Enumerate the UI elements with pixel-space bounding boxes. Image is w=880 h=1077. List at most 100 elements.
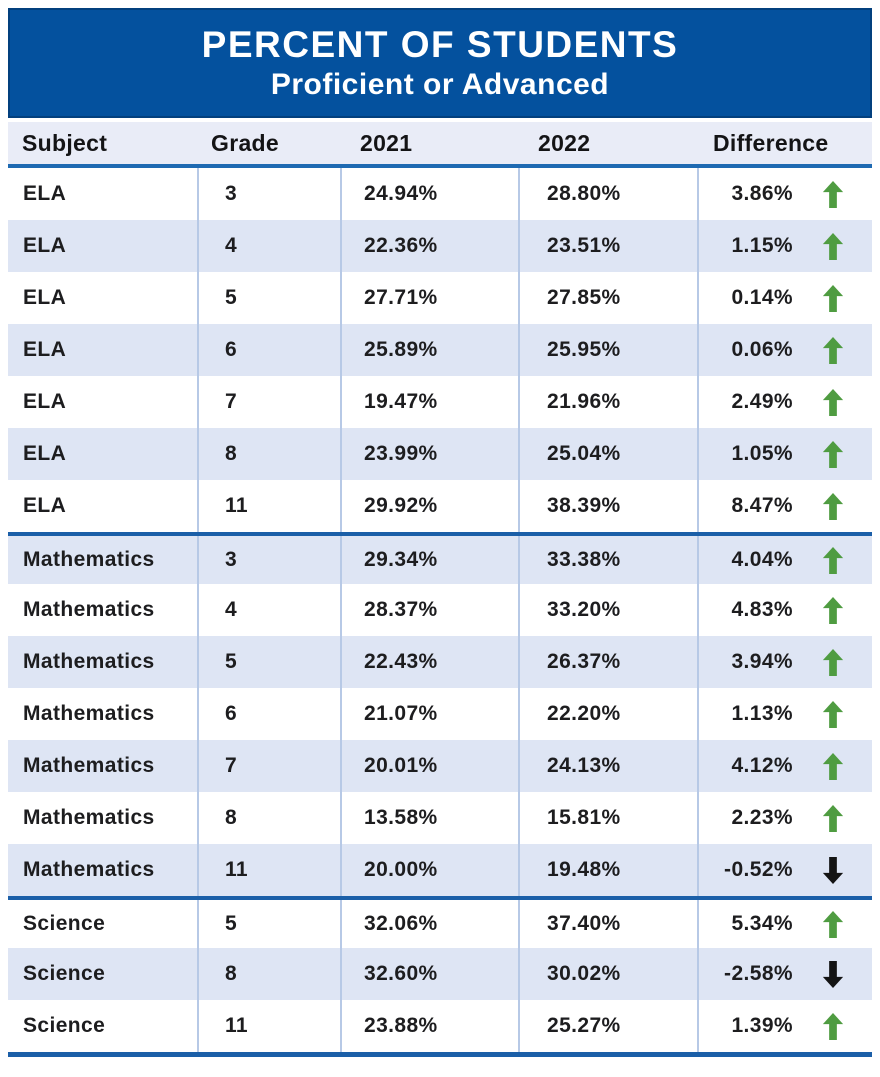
cell-difference: 2.23% — [697, 792, 872, 844]
cell-grade: 11 — [197, 480, 340, 532]
trend-arrow-icon — [793, 388, 872, 416]
trend-arrow-icon — [793, 546, 872, 574]
trend-up-arrow-icon — [822, 388, 843, 416]
difference-value: 8.47% — [731, 494, 793, 517]
trend-arrow-icon — [793, 284, 872, 312]
table-row: ELA 5 27.71% 27.85% 0.14% — [8, 272, 872, 324]
cell-2022: 23.51% — [518, 220, 697, 272]
table-row: ELA 6 25.89% 25.95% 0.06% — [8, 324, 872, 376]
trend-up-arrow-icon — [822, 752, 843, 780]
trend-up-arrow-icon — [822, 910, 843, 938]
table-row: Mathematics 8 13.58% 15.81% 2.23% — [8, 792, 872, 844]
trend-up-arrow-icon — [822, 804, 843, 832]
difference-value: 3.86% — [731, 182, 793, 205]
cell-2022: 30.02% — [518, 948, 697, 1000]
cell-2021: 23.99% — [340, 428, 518, 480]
cell-2021: 23.88% — [340, 1000, 518, 1052]
table-row: ELA 8 23.99% 25.04% 1.05% — [8, 428, 872, 480]
cell-difference: 1.05% — [697, 428, 872, 480]
cell-subject: Mathematics — [23, 548, 155, 571]
cell-2021: 20.00% — [340, 844, 518, 896]
trend-arrow-icon — [793, 1012, 872, 1040]
cell-2022: 37.40% — [518, 900, 697, 948]
trend-arrow-icon — [793, 910, 872, 938]
cell-difference: 3.86% — [697, 168, 872, 220]
cell-subject: Mathematics — [23, 702, 155, 725]
cell-difference: 2.49% — [697, 376, 872, 428]
cell-grade: 3 — [197, 168, 340, 220]
trend-arrow-icon — [793, 804, 872, 832]
cell-2021: 32.60% — [340, 948, 518, 1000]
cell-subject: ELA — [23, 390, 67, 413]
cell-subject: Science — [23, 962, 106, 985]
trend-arrow-icon — [793, 336, 872, 364]
table-row: Mathematics 7 20.01% 24.13% 4.12% — [8, 740, 872, 792]
difference-value: 0.14% — [731, 286, 793, 309]
proficiency-table-card: PERCENT OF STUDENTS Proficient or Advanc… — [8, 8, 872, 1057]
trend-up-arrow-icon — [822, 596, 843, 624]
trend-up-arrow-icon — [822, 180, 843, 208]
cell-grade: 3 — [197, 536, 340, 584]
cell-2021: 32.06% — [340, 900, 518, 948]
cell-grade: 8 — [197, 792, 340, 844]
trend-up-arrow-icon — [822, 284, 843, 312]
table-row: Science 5 32.06% 37.40% 5.34% — [8, 896, 872, 948]
cell-grade: 5 — [197, 900, 340, 948]
trend-arrow-icon — [793, 492, 872, 520]
cell-2022: 33.20% — [518, 584, 697, 636]
table-body: ELA 3 24.94% 28.80% 3.86% ELA 4 22.36% 2… — [8, 168, 872, 1057]
cell-difference: 0.14% — [697, 272, 872, 324]
cell-difference: 3.94% — [697, 636, 872, 688]
trend-down-arrow-icon — [822, 960, 843, 988]
trend-arrow-icon — [793, 440, 872, 468]
table-row: ELA 11 29.92% 38.39% 8.47% — [8, 480, 872, 532]
cell-subject: ELA — [23, 182, 67, 205]
title-line-1: PERCENT OF STUDENTS — [201, 24, 679, 65]
cell-grade: 7 — [197, 740, 340, 792]
trend-arrow-icon — [793, 752, 872, 780]
difference-value: 1.05% — [731, 442, 793, 465]
title-line-2: Proficient or Advanced — [270, 68, 610, 101]
difference-value: 0.06% — [731, 338, 793, 361]
cell-subject: ELA — [23, 286, 67, 309]
cell-2021: 19.47% — [340, 376, 518, 428]
cell-grade: 6 — [197, 688, 340, 740]
cell-2021: 13.58% — [340, 792, 518, 844]
cell-difference: 1.13% — [697, 688, 872, 740]
table-row: ELA 4 22.36% 23.51% 1.15% — [8, 220, 872, 272]
cell-grade: 7 — [197, 376, 340, 428]
difference-value: 1.15% — [731, 234, 793, 257]
cell-grade: 6 — [197, 324, 340, 376]
cell-difference: 4.12% — [697, 740, 872, 792]
cell-2022: 22.20% — [518, 688, 697, 740]
cell-subject: Mathematics — [23, 650, 155, 673]
cell-difference: 0.06% — [697, 324, 872, 376]
cell-subject: Mathematics — [23, 598, 155, 621]
table-row: Mathematics 5 22.43% 26.37% 3.94% — [8, 636, 872, 688]
cell-2022: 19.48% — [518, 844, 697, 896]
difference-value: 3.94% — [731, 650, 793, 673]
trend-down-arrow-icon — [822, 856, 843, 884]
cell-2021: 22.36% — [340, 220, 518, 272]
difference-value: 4.12% — [731, 754, 793, 777]
difference-value: 4.04% — [731, 548, 793, 571]
column-header-2022: 2022 — [538, 129, 591, 156]
cell-difference: -2.58% — [697, 948, 872, 1000]
column-header-subject: Subject — [22, 129, 108, 156]
column-header-row: Subject Grade 2021 2022 Difference — [8, 122, 872, 168]
trend-up-arrow-icon — [822, 1012, 843, 1040]
cell-subject: Mathematics — [23, 858, 155, 881]
trend-arrow-icon — [793, 856, 872, 884]
trend-up-arrow-icon — [822, 232, 843, 260]
cell-2022: 25.27% — [518, 1000, 697, 1052]
trend-arrow-icon — [793, 596, 872, 624]
trend-arrow-icon — [793, 232, 872, 260]
cell-2022: 28.80% — [518, 168, 697, 220]
column-header-2021: 2021 — [360, 129, 413, 156]
table-row: Mathematics 11 20.00% 19.48% -0.52% — [8, 844, 872, 896]
cell-grade: 5 — [197, 636, 340, 688]
table-row: ELA 3 24.94% 28.80% 3.86% — [8, 168, 872, 220]
trend-up-arrow-icon — [822, 648, 843, 676]
cell-2022: 27.85% — [518, 272, 697, 324]
cell-subject: ELA — [23, 494, 67, 517]
